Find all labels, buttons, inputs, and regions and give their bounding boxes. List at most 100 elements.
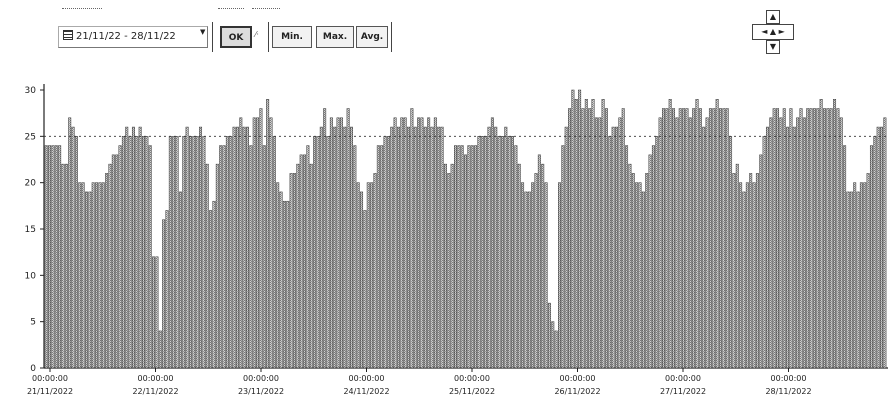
bar [829, 108, 833, 369]
date-range-picker[interactable]: 21/11/22 - 28/11/22 [58, 26, 208, 48]
x-tick-label-date: 28/11/2022 [765, 387, 811, 396]
bar [839, 117, 843, 369]
bar [544, 182, 548, 369]
bar [44, 145, 48, 369]
bar [826, 108, 830, 369]
bar [719, 108, 722, 369]
bar [400, 117, 404, 369]
chevron-down-icon[interactable]: ▼ [200, 28, 206, 36]
pan-down-icon[interactable]: ▼ [766, 40, 780, 54]
bar [396, 126, 400, 369]
bar [423, 126, 427, 369]
bar [554, 330, 558, 369]
bar [631, 173, 635, 369]
ok-button[interactable]: OK [220, 26, 252, 48]
bar [869, 145, 873, 369]
y-tick-label: 15 [25, 225, 36, 235]
bar [769, 117, 773, 369]
toolbar-caption-3 [252, 8, 280, 11]
bar [353, 145, 357, 369]
bar [343, 126, 347, 369]
bar [101, 182, 105, 369]
bar [266, 99, 270, 369]
bar [776, 108, 780, 369]
bar [846, 191, 850, 369]
bar [796, 117, 800, 369]
bar [111, 154, 115, 369]
bar [739, 182, 743, 369]
pan-up-icon[interactable]: ▲ [766, 10, 780, 24]
bar [490, 117, 494, 369]
bar [229, 136, 233, 369]
bar [484, 136, 488, 369]
bar [712, 108, 716, 369]
bar [336, 117, 340, 369]
bar [142, 136, 145, 369]
bar [410, 108, 414, 369]
bar [688, 117, 692, 369]
bar [762, 136, 766, 369]
bar [568, 108, 572, 369]
bar [514, 145, 518, 369]
bar [376, 145, 380, 369]
bar [383, 136, 387, 369]
bar [487, 126, 491, 369]
bar [547, 302, 551, 369]
bar [135, 136, 139, 369]
bar [618, 117, 622, 369]
bar [282, 200, 286, 369]
bar [464, 154, 468, 369]
x-tick-label-time: 00:00:00 [349, 374, 385, 383]
bar [407, 126, 410, 369]
bar [202, 136, 206, 369]
bar [232, 126, 236, 369]
bar [729, 136, 733, 369]
bar [621, 108, 625, 369]
bar [735, 163, 739, 369]
max-button[interactable]: Max. [316, 26, 354, 48]
bar [601, 99, 605, 369]
bar [256, 117, 260, 369]
bar [454, 145, 457, 369]
bar [692, 108, 696, 369]
bar [806, 108, 810, 369]
bar [242, 126, 246, 369]
bar [440, 126, 444, 369]
bar [588, 108, 592, 369]
x-tick-label-date: 22/11/2022 [132, 387, 178, 396]
bar [303, 154, 307, 369]
bar [148, 145, 152, 369]
bar [873, 136, 877, 369]
date-range-value: 21/11/22 - 28/11/22 [76, 31, 176, 42]
bar [521, 182, 525, 369]
bar [574, 99, 578, 369]
option-icon[interactable]: ⁄· [255, 30, 259, 39]
bar [611, 126, 615, 369]
bar [581, 108, 585, 369]
bar [249, 145, 253, 369]
pan-horizontal-control[interactable]: ◄ ▲ ► [752, 24, 794, 40]
bar [474, 145, 478, 369]
bar [74, 136, 78, 369]
bar [494, 126, 498, 369]
x-tick-label-time: 00:00:00 [560, 374, 596, 383]
bar [759, 154, 763, 369]
bar [655, 136, 659, 369]
avg-button[interactable]: Avg. [356, 26, 388, 48]
bar [457, 145, 461, 369]
bar [819, 99, 823, 369]
pan-zoom-control[interactable]: ▲ ◄ ▲ ► ▼ [752, 10, 794, 60]
bar [598, 117, 602, 369]
bar [859, 182, 863, 369]
min-button[interactable]: Min. [272, 26, 312, 48]
bar [78, 182, 82, 369]
bar [319, 126, 323, 369]
bar [131, 126, 135, 369]
bar [715, 99, 719, 369]
bar [350, 126, 353, 369]
bar [61, 163, 65, 369]
bar [165, 210, 169, 369]
bar [262, 145, 266, 369]
bar [370, 182, 374, 369]
